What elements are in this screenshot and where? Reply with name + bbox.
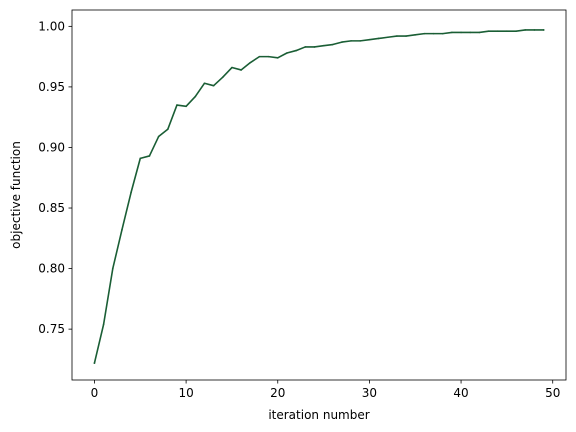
data-point — [157, 135, 160, 138]
data-point — [185, 105, 187, 108]
data-point — [231, 66, 233, 69]
y-tick-label: 0.85 — [38, 201, 65, 215]
x-tick-label: 0 — [91, 386, 99, 400]
data-point — [350, 40, 352, 42]
plot-frame — [71, 9, 567, 381]
y-axis-label: objective function — [9, 141, 23, 249]
y-tick-label: 0.75 — [38, 322, 65, 336]
data-point — [423, 32, 426, 35]
x-tick-label: 30 — [362, 386, 377, 400]
data-point — [487, 30, 490, 32]
data-point — [414, 34, 417, 36]
data-point — [524, 29, 527, 31]
x-tick-label: 10 — [178, 386, 193, 400]
data-point — [295, 49, 297, 52]
data-point — [258, 55, 261, 58]
y-axis-ticks: 0.75 0.80 0.85 0.90 0.95 1.00 — [38, 19, 72, 336]
data-point — [322, 44, 325, 47]
data-point — [359, 40, 362, 42]
data-point — [368, 38, 371, 41]
data-point — [405, 35, 407, 37]
data-point — [267, 55, 270, 58]
y-tick-label: 0.90 — [38, 140, 65, 154]
plot-area — [72, 10, 566, 380]
y-tick-label: 0.80 — [38, 262, 65, 276]
x-tick-label: 50 — [545, 386, 560, 400]
data-point — [148, 155, 151, 157]
data-point — [386, 36, 389, 39]
data-point — [313, 46, 316, 48]
data-point — [240, 69, 242, 71]
data-point — [341, 41, 343, 43]
data-point — [460, 31, 462, 34]
data-point — [221, 76, 224, 79]
series-line — [93, 29, 545, 365]
data-point — [111, 267, 114, 270]
data-point — [506, 30, 508, 32]
data-point — [121, 229, 123, 231]
data-point — [249, 61, 252, 64]
data-point — [533, 29, 536, 31]
data-point — [515, 30, 517, 32]
data-point — [451, 31, 453, 34]
data-point — [176, 104, 178, 106]
data-point — [166, 128, 169, 131]
x-axis-ticks: 0 10 20 30 40 50 — [91, 380, 560, 400]
data-point — [93, 362, 96, 364]
y-tick-label: 1.00 — [38, 19, 65, 33]
data-point — [194, 95, 197, 98]
data-point — [542, 29, 545, 31]
data-point — [496, 30, 499, 32]
data-point — [478, 31, 481, 34]
data-point — [139, 157, 142, 160]
x-tick-label: 40 — [453, 386, 468, 400]
y-tick-label: 0.95 — [38, 80, 65, 94]
data-point — [331, 43, 334, 46]
data-point — [212, 84, 215, 87]
data-point — [469, 31, 472, 34]
data-point — [203, 82, 206, 85]
data-point — [441, 32, 444, 35]
series-layer — [93, 29, 545, 365]
x-tick-label: 20 — [270, 386, 285, 400]
data-point — [432, 32, 435, 35]
data-point — [102, 323, 105, 326]
data-point — [396, 35, 398, 37]
data-point — [377, 37, 380, 40]
data-point — [286, 52, 288, 54]
data-point — [130, 191, 132, 194]
data-point — [276, 57, 279, 59]
x-axis-label: iteration number — [268, 408, 369, 422]
data-point — [304, 46, 307, 48]
